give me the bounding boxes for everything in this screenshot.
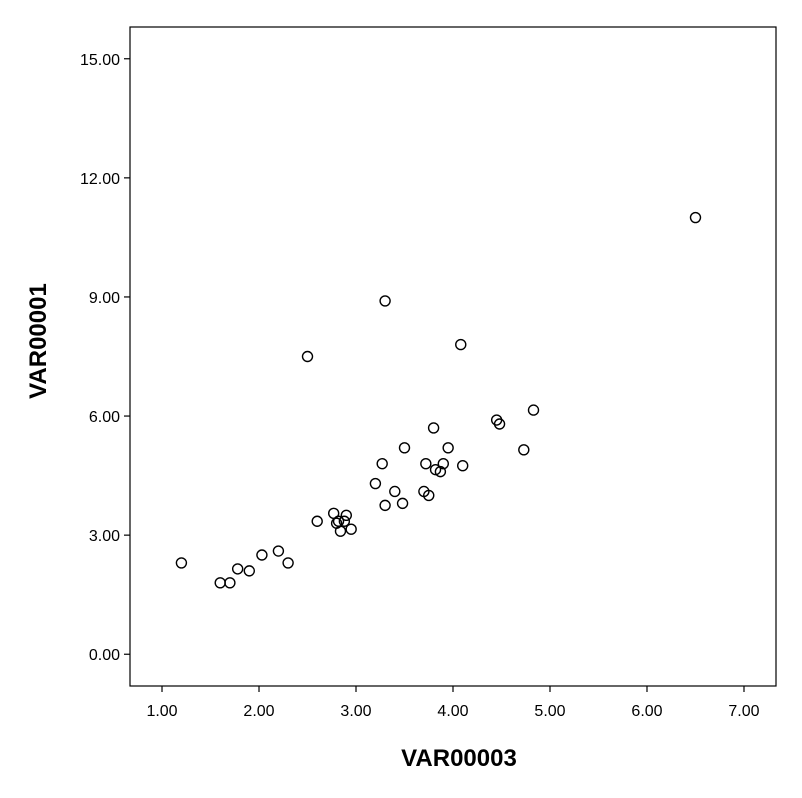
data-point	[345, 523, 357, 535]
y-tick-label: 9.00	[89, 290, 120, 307]
data-point	[379, 295, 391, 307]
data-point	[311, 515, 323, 527]
data-point	[256, 549, 268, 561]
x-tick-label: 2.00	[243, 703, 274, 720]
data-point	[527, 404, 540, 416]
data-point	[272, 545, 285, 557]
y-axis-title: VAR00001	[25, 283, 52, 399]
x-tick-label: 1.00	[146, 703, 177, 720]
data-point	[396, 497, 409, 510]
x-tick-label: 3.00	[340, 703, 371, 720]
x-axis-title: VAR00003	[401, 745, 517, 772]
data-point	[456, 459, 469, 472]
data-point	[338, 515, 351, 527]
x-tick-label: 4.00	[437, 703, 468, 720]
data-point	[334, 525, 347, 537]
x-tick-label: 5.00	[534, 703, 565, 720]
data-point	[231, 563, 244, 575]
data-point	[376, 457, 388, 470]
data-point	[429, 463, 442, 476]
data-point	[427, 422, 440, 434]
data-point	[243, 565, 256, 577]
data-point	[224, 577, 236, 589]
data-point	[282, 557, 294, 569]
data-point	[518, 444, 530, 456]
y-tick-label: 12.00	[80, 171, 120, 188]
data-point	[689, 211, 702, 224]
data-point	[493, 418, 506, 430]
data-point	[423, 489, 435, 502]
data-point	[455, 338, 467, 351]
y-tick-label: 3.00	[89, 528, 120, 545]
x-tick-label: 6.00	[631, 703, 662, 720]
x-axis-ticks: 1.00 2.00 3.00 4.00 5.00 6.00 7.00	[146, 686, 760, 720]
data-point	[398, 442, 411, 454]
data-points	[175, 211, 702, 589]
x-tick-label: 7.00	[728, 703, 759, 720]
y-tick-label: 15.00	[80, 52, 120, 69]
data-point	[340, 509, 353, 521]
data-point	[301, 350, 314, 363]
data-point	[389, 485, 401, 498]
data-point	[420, 457, 432, 470]
data-point	[437, 457, 450, 470]
data-point	[175, 557, 188, 569]
y-tick-label: 6.00	[89, 409, 120, 426]
data-point	[434, 465, 447, 478]
data-point	[379, 499, 391, 512]
data-point	[442, 442, 454, 454]
y-axis-ticks: 0.00 3.00 6.00 9.00 12.00 15.00	[80, 52, 130, 664]
y-tick-label: 0.00	[89, 647, 120, 664]
data-point	[369, 477, 382, 490]
data-point	[214, 577, 226, 589]
